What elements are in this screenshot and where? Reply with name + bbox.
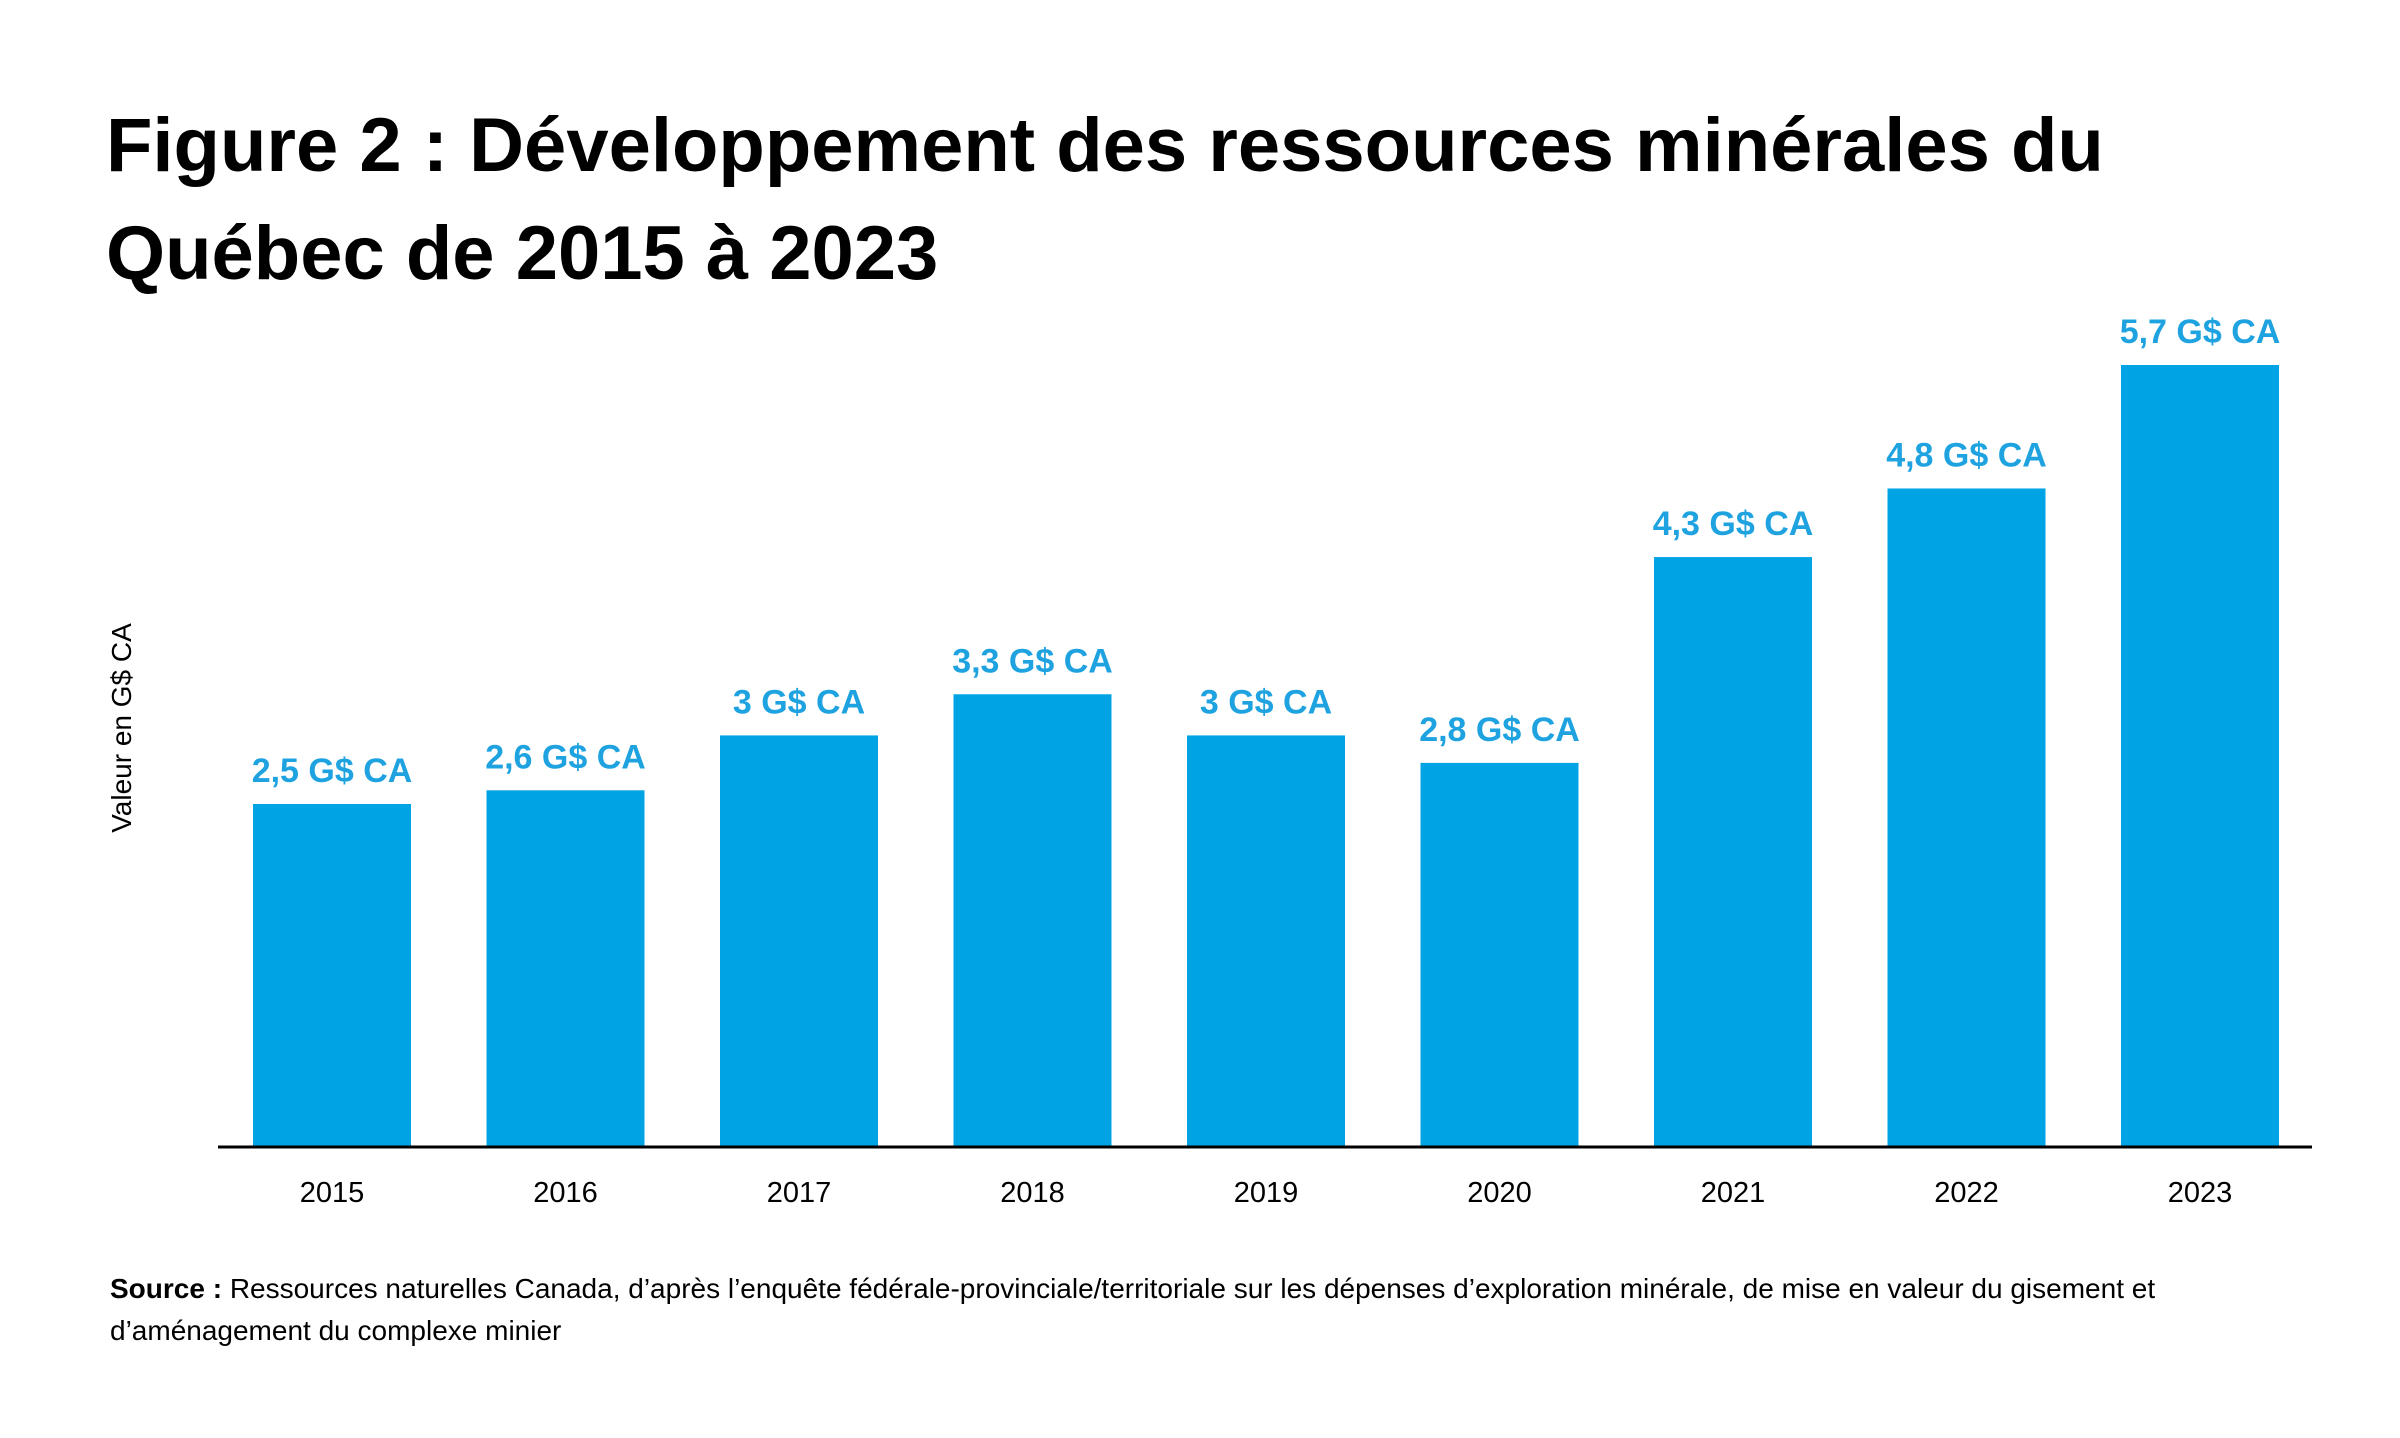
x-tick-label-2021: 2021 bbox=[1701, 1177, 1766, 1209]
data-label-2019: 3 G$ CA bbox=[1200, 683, 1332, 721]
x-tick-label-2017: 2017 bbox=[767, 1177, 832, 1209]
source-text: Ressources naturelles Canada, d’après l’… bbox=[110, 1273, 2156, 1346]
bar-2019 bbox=[1187, 735, 1345, 1147]
bars-layer bbox=[253, 365, 2279, 1147]
bar-2017 bbox=[720, 735, 878, 1147]
bar-2018 bbox=[953, 694, 1112, 1147]
tick-labels-layer: 2015 2016 2017 2018 2019 2020 2021 2022 2023 bbox=[300, 1177, 2233, 1209]
x-tick-label-2023: 2023 bbox=[2168, 1177, 2233, 1209]
y-axis-label: Valeur en G$ CA bbox=[106, 623, 137, 833]
data-label-2022: 4,8 G$ CA bbox=[1886, 436, 2047, 474]
data-label-2020: 2,8 G$ CA bbox=[1419, 711, 1580, 749]
value-labels-layer: 2,5 G$ CA 2,6 G$ CA 3 G$ CA 3,3 G$ CA 3 G$ C… bbox=[252, 313, 2281, 790]
bar-2016 bbox=[486, 790, 645, 1147]
data-label-2023: 5,7 G$ CA bbox=[2120, 313, 2281, 351]
data-label-2021: 4,3 G$ CA bbox=[1653, 505, 1814, 543]
source-label: Source : bbox=[110, 1273, 223, 1304]
bar-2020 bbox=[1420, 762, 1579, 1147]
bar-2022 bbox=[1887, 488, 2046, 1147]
data-label-2017: 3 G$ CA bbox=[733, 683, 865, 721]
data-label-2016: 2,6 G$ CA bbox=[485, 738, 646, 776]
x-tick-label-2022: 2022 bbox=[1934, 1177, 1999, 1209]
x-tick-label-2020: 2020 bbox=[1467, 1177, 1532, 1209]
figure-title-text: Développement des ressources minérales d… bbox=[106, 103, 2104, 296]
data-label-2015: 2,5 G$ CA bbox=[252, 752, 413, 790]
figure-number: Figure 2 : bbox=[106, 103, 449, 188]
data-label-2018: 3,3 G$ CA bbox=[952, 642, 1113, 680]
x-tick-label-2018: 2018 bbox=[1000, 1177, 1065, 1209]
bar-2021 bbox=[1654, 557, 1812, 1147]
bar-2015 bbox=[253, 804, 411, 1147]
x-tick-label-2015: 2015 bbox=[300, 1177, 365, 1209]
chart-title: Figure 2 : Développement des ressources … bbox=[106, 92, 2346, 308]
bar-2023 bbox=[2121, 365, 2279, 1147]
x-tick-label-2016: 2016 bbox=[533, 1177, 598, 1209]
x-tick-label-2019: 2019 bbox=[1234, 1177, 1299, 1209]
source-note: Source : Ressources naturelles Canada, d… bbox=[110, 1268, 2310, 1352]
